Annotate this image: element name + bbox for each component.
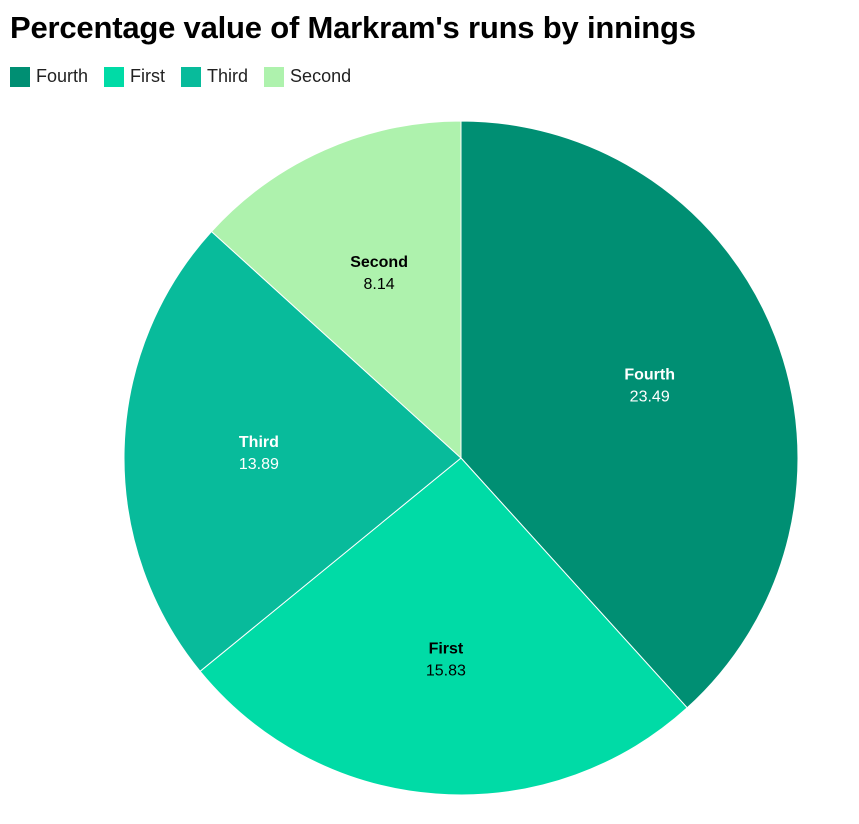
legend: Fourth First Third Second xyxy=(10,66,351,87)
chart-title: Percentage value of Markram's runs by in… xyxy=(10,10,696,45)
legend-item-fourth[interactable]: Fourth xyxy=(10,66,88,87)
legend-swatch-third xyxy=(181,66,202,87)
legend-swatch-first xyxy=(104,66,125,87)
pie-slice-first[interactable] xyxy=(199,457,688,796)
slice-label-fourth: Fourth xyxy=(624,366,675,383)
pie-slice-fourth[interactable] xyxy=(460,120,799,709)
legend-label-second: Second xyxy=(290,66,352,86)
slice-label-second: Second xyxy=(350,254,408,271)
slice-value-fourth: 23.49 xyxy=(630,388,670,405)
pie-slice-second[interactable] xyxy=(210,120,462,460)
slice-value-first: 15.83 xyxy=(426,663,466,680)
legend-item-first[interactable]: First xyxy=(104,66,165,87)
legend-item-third[interactable]: Third xyxy=(181,66,248,87)
slice-value-second: 8.14 xyxy=(364,276,395,293)
slice-value-third: 13.89 xyxy=(239,456,279,473)
legend-swatch-second xyxy=(264,66,285,87)
legend-item-second[interactable]: Second xyxy=(264,66,351,87)
slice-label-first: First xyxy=(429,641,464,658)
legend-label-fourth: Fourth xyxy=(36,66,89,86)
slice-label-third: Third xyxy=(239,434,279,451)
legend-swatch-fourth xyxy=(10,66,30,87)
legend-label-first: First xyxy=(130,66,166,86)
legend-label-third: Third xyxy=(207,66,249,86)
pie-slice-third[interactable] xyxy=(123,230,462,673)
